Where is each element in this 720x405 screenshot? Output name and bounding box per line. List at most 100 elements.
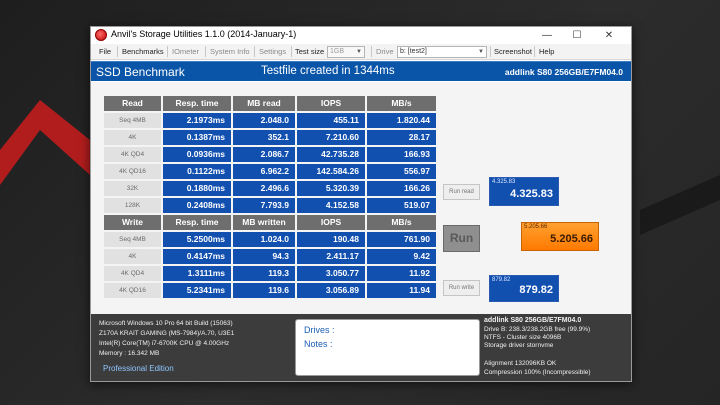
maximize-button[interactable]: ☐ (572, 30, 582, 41)
write-resp-time: 5.2341ms (163, 283, 231, 298)
read-score-caption: 4.325.83 (492, 179, 516, 185)
read-mb: 2.086.7 (233, 147, 295, 162)
write-iops: 3.050.77 (297, 266, 365, 281)
drive-select[interactable]: b: [test2] ▼ (397, 46, 487, 58)
read-row-label: 4K QD16 (104, 164, 161, 179)
read-row-label: 4K QD4 (104, 147, 161, 162)
write-iops: 2.411.17 (297, 249, 365, 264)
menu-file[interactable]: File (99, 47, 112, 56)
read-mbs: 166.26 (367, 181, 436, 196)
read-resp-time: 0.1880ms (163, 181, 231, 196)
write-row-label: Seq 4MB (104, 232, 161, 247)
menu-help[interactable]: Help (539, 47, 555, 56)
drive-value: b: [test2] (400, 48, 427, 55)
read-resp-time: 0.0936ms (163, 147, 231, 162)
read-mb: 6.962.2 (233, 164, 295, 179)
iops-col-header: IOPS (297, 96, 365, 111)
menu-divider (167, 46, 168, 57)
test-size-value: 1GB (330, 48, 345, 55)
write-row-label: 4K QD4 (104, 266, 161, 281)
menu-divider (534, 46, 535, 57)
read-row-label: Seq 4MB (104, 113, 161, 128)
menu-divider (205, 46, 206, 57)
system-info-footer: Microsoft Windows 10 Pro 64 bit Build (1… (91, 314, 631, 381)
menu-benchmarks[interactable]: Benchmarks (122, 47, 164, 56)
read-score: 4.325.83 (510, 188, 553, 200)
test-size-label: Test size (295, 47, 325, 56)
compression-info: Compression 100% (Incompressible) (484, 369, 591, 376)
menu-screenshot[interactable]: Screenshot (494, 47, 532, 56)
window-title: Anvil's Storage Utilities 1.1.0 (2014-Ja… (111, 29, 297, 39)
iops-col-header: IOPS (297, 215, 365, 230)
menu-divider (490, 46, 491, 57)
device-name: addlink S80 256GB/E7FM04.0 (504, 67, 623, 77)
menu-divider (371, 46, 372, 57)
write-mb: 119.6 (233, 283, 295, 298)
resp-time-col-header: Resp. time (163, 215, 231, 230)
test-size-select[interactable]: 1GB ▼ (327, 46, 365, 58)
read-iops: 5.320.39 (297, 181, 365, 196)
read-resp-time: 0.2408ms (163, 198, 231, 213)
notes-box[interactable]: Drives : Notes : (295, 319, 480, 376)
total-score-box: 5.205.66 5.205.66 (521, 222, 599, 251)
close-button[interactable]: ✕ (604, 30, 614, 41)
write-mbs: 761.90 (367, 232, 436, 247)
resp-time-col-header: Resp. time (163, 96, 231, 111)
motherboard-info: Z170A KRAIT GAMING (MS-7984)/A.70, U3E1 (99, 330, 235, 337)
benchmark-title: SSD Benchmark (96, 65, 185, 79)
write-score: 879.82 (519, 284, 553, 296)
edition-label: Professional Edition (103, 364, 174, 373)
read-row-label: 32K (104, 181, 161, 196)
run-read-button[interactable]: Run read (443, 184, 480, 200)
chevron-down-icon: ▼ (356, 49, 362, 55)
write-iops: 3.056.89 (297, 283, 365, 298)
write-row-label: 4K QD16 (104, 283, 161, 298)
write-iops: 190.48 (297, 232, 365, 247)
read-mb: 2.496.6 (233, 181, 295, 196)
results-panel: Read Resp. time MB read IOPS MB/s Seq 4M… (91, 82, 631, 314)
read-col-header: Read (104, 96, 161, 111)
read-iops: 7.210.60 (297, 130, 365, 145)
write-resp-time: 0.4147ms (163, 249, 231, 264)
total-score-caption: 5.205.66 (524, 224, 548, 230)
chevron-down-icon: ▼ (478, 49, 484, 55)
drive-label: Drive (376, 47, 394, 56)
run-button[interactable]: Run (443, 225, 480, 252)
memory-info: Memory : 16.342 MB (99, 350, 160, 357)
read-mb: 7.793.9 (233, 198, 295, 213)
read-mb: 2.048.0 (233, 113, 295, 128)
title-bar[interactable]: Anvil's Storage Utilities 1.1.0 (2014-Ja… (91, 27, 631, 44)
read-mbs: 28.17 (367, 130, 436, 145)
menu-system-info[interactable]: System Info (210, 47, 250, 56)
read-resp-time: 2.1973ms (163, 113, 231, 128)
write-mbs: 9.42 (367, 249, 436, 264)
os-info: Microsoft Windows 10 Pro 64 bit Build (1… (99, 320, 233, 327)
benchmark-header: SSD Benchmark Testfile created in 1344ms… (91, 61, 631, 81)
read-score-box: 4.325.83 4.325.83 (489, 177, 559, 206)
read-mbs: 166.93 (367, 147, 436, 162)
write-mb: 119.3 (233, 266, 295, 281)
alignment-info: Alignment 132096KB OK (484, 360, 557, 367)
drive-model: addlink S80 256GB/E7FM04.0 (484, 317, 582, 324)
write-mbs: 11.94 (367, 283, 436, 298)
read-row-label: 128K (104, 198, 161, 213)
write-resp-time: 1.3111ms (163, 266, 231, 281)
read-resp-time: 0.1122ms (163, 164, 231, 179)
drive-free-space: Drive B: 238.3/238.2GB free (99.9%) (484, 326, 591, 333)
menu-iometer[interactable]: IOmeter (172, 47, 200, 56)
write-resp-time: 5.2500ms (163, 232, 231, 247)
write-col-header: Write (104, 215, 161, 230)
run-write-button[interactable]: Run write (443, 280, 480, 296)
mb-read-col-header: MB read (233, 96, 295, 111)
app-window: Anvil's Storage Utilities 1.1.0 (2014-Ja… (90, 26, 632, 382)
write-mb: 94.3 (233, 249, 295, 264)
anvil-app-icon (95, 29, 107, 41)
menu-divider (254, 46, 255, 57)
read-iops: 142.584.26 (297, 164, 365, 179)
menu-settings[interactable]: Settings (259, 47, 287, 56)
read-mbs: 556.97 (367, 164, 436, 179)
testfile-status: Testfile created in 1344ms (261, 65, 395, 77)
minimize-button[interactable]: — (542, 30, 552, 41)
write-mb: 1.024.0 (233, 232, 295, 247)
